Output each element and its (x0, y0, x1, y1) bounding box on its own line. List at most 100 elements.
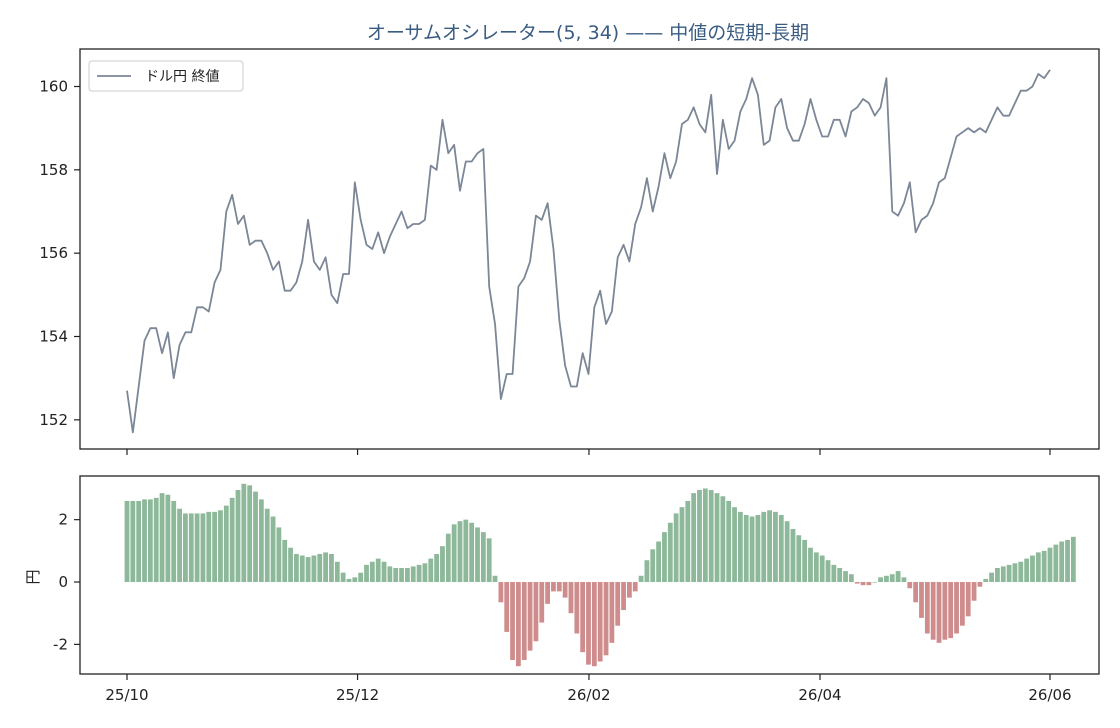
oscillator-panel: -2 0 2 25/10 25/12 26/02 26/04 26/06 円 (24, 475, 1100, 704)
oscillator-bar (294, 553, 299, 583)
oscillator-bar (597, 582, 603, 662)
oscillator-bar (334, 561, 340, 583)
oscillator-bar (142, 499, 147, 583)
oscillator-bar (212, 511, 218, 583)
oscillator-bar (954, 582, 959, 634)
oscillator-bar (504, 582, 510, 632)
oscillator-bar (1018, 561, 1024, 583)
oscillator-y-tick-label: 2 (58, 511, 68, 529)
oscillator-bar (1070, 536, 1076, 583)
oscillator-bar (621, 582, 626, 611)
oscillator-bar (889, 574, 895, 583)
oscillator-y-label: 円 (24, 569, 42, 584)
oscillator-bar (159, 493, 165, 583)
oscillator-bar (995, 567, 1000, 583)
oscillator-bar (323, 552, 329, 583)
oscillator-bar (264, 508, 270, 583)
price-y-tick-label: 152 (39, 411, 68, 429)
oscillator-bar (510, 582, 515, 660)
oscillator-bar (200, 513, 206, 583)
oscillator-bar (153, 497, 159, 583)
oscillator-y-tick-label: -2 (53, 635, 68, 653)
oscillator-bar (784, 521, 790, 583)
oscillator-bar (761, 511, 767, 583)
oscillator-bar (492, 575, 498, 583)
oscillator-bar (743, 514, 749, 583)
oscillator-bar (796, 535, 802, 583)
oscillator-bar (656, 541, 661, 583)
oscillator-x-tick-label: 25/12 (336, 686, 379, 704)
oscillator-bar (206, 511, 212, 583)
oscillator-bar (965, 582, 971, 617)
oscillator-bar (808, 547, 813, 583)
legend-label: ドル円 終値 (145, 69, 219, 85)
oscillator-bar (440, 546, 445, 583)
chart-title: オーサムオシレーター(5, 34) —— 中値の短期-長期 (367, 22, 809, 44)
oscillator-bar (539, 582, 545, 623)
oscillator-bar (907, 582, 913, 589)
oscillator-bar (568, 582, 574, 614)
oscillator-bar (790, 529, 796, 583)
oscillator-x-axis: 25/10 25/12 26/02 26/04 26/06 (105, 674, 1072, 704)
oscillator-bar (884, 575, 889, 583)
oscillator-bar (919, 582, 924, 618)
oscillator-bar (177, 508, 182, 583)
oscillator-bar (329, 553, 334, 583)
oscillator-bar (480, 532, 486, 583)
oscillator-bar (638, 575, 644, 583)
oscillator-bar (445, 533, 451, 583)
oscillator-bar (340, 572, 346, 583)
oscillator-bar (1012, 563, 1018, 583)
oscillator-y-tick-label: 0 (58, 573, 68, 591)
oscillator-bar (708, 490, 714, 583)
oscillator-bar (1053, 544, 1059, 583)
oscillator-bar (732, 507, 737, 583)
oscillator-bar (147, 499, 153, 583)
oscillator-bar (667, 522, 673, 583)
oscillator-bar (819, 555, 825, 583)
oscillator-bar (1065, 539, 1070, 583)
oscillator-bar (860, 582, 866, 586)
oscillator-bar (837, 567, 843, 583)
oscillator-bar (767, 510, 772, 583)
oscillator-bar (1030, 555, 1035, 583)
oscillator-bar (872, 582, 878, 583)
oscillator-bar (959, 582, 965, 626)
oscillator-bar (802, 539, 808, 583)
oscillator-bar (282, 539, 288, 583)
oscillator-bar (942, 582, 948, 640)
oscillator-bar (247, 485, 253, 583)
oscillator-bar (516, 582, 521, 667)
oscillator-bar (258, 499, 264, 583)
oscillator-bar (662, 532, 667, 583)
oscillator-bar (878, 577, 883, 583)
oscillator-bar (399, 567, 404, 583)
price-y-axis: 152 154 156 158 160 (39, 78, 80, 429)
oscillator-bar (387, 566, 393, 583)
oscillator-bar (778, 514, 784, 583)
oscillator-bar (749, 516, 755, 583)
oscillator-bar (574, 582, 580, 634)
oscillator-bar (854, 582, 860, 584)
oscillator-bar (498, 582, 504, 603)
oscillator-bar (428, 558, 434, 583)
oscillator-bar (843, 571, 848, 583)
oscillator-bar (591, 582, 597, 667)
oscillator-bar (773, 511, 778, 583)
oscillator-bar (533, 582, 539, 642)
price-x-ticks (126, 449, 1051, 455)
oscillator-bar (270, 516, 276, 583)
oscillator-bar (375, 558, 381, 583)
oscillator-bars (124, 483, 1076, 667)
price-line (126, 69, 1051, 434)
oscillator-bar (720, 496, 726, 583)
oscillator-bar (218, 510, 223, 583)
oscillator-bar (253, 491, 258, 583)
oscillator-bar (679, 507, 685, 583)
oscillator-bar (171, 500, 177, 583)
oscillator-bar (393, 567, 399, 583)
oscillator-bar (311, 555, 317, 583)
oscillator-bar (1024, 558, 1030, 583)
oscillator-bar (609, 582, 615, 643)
